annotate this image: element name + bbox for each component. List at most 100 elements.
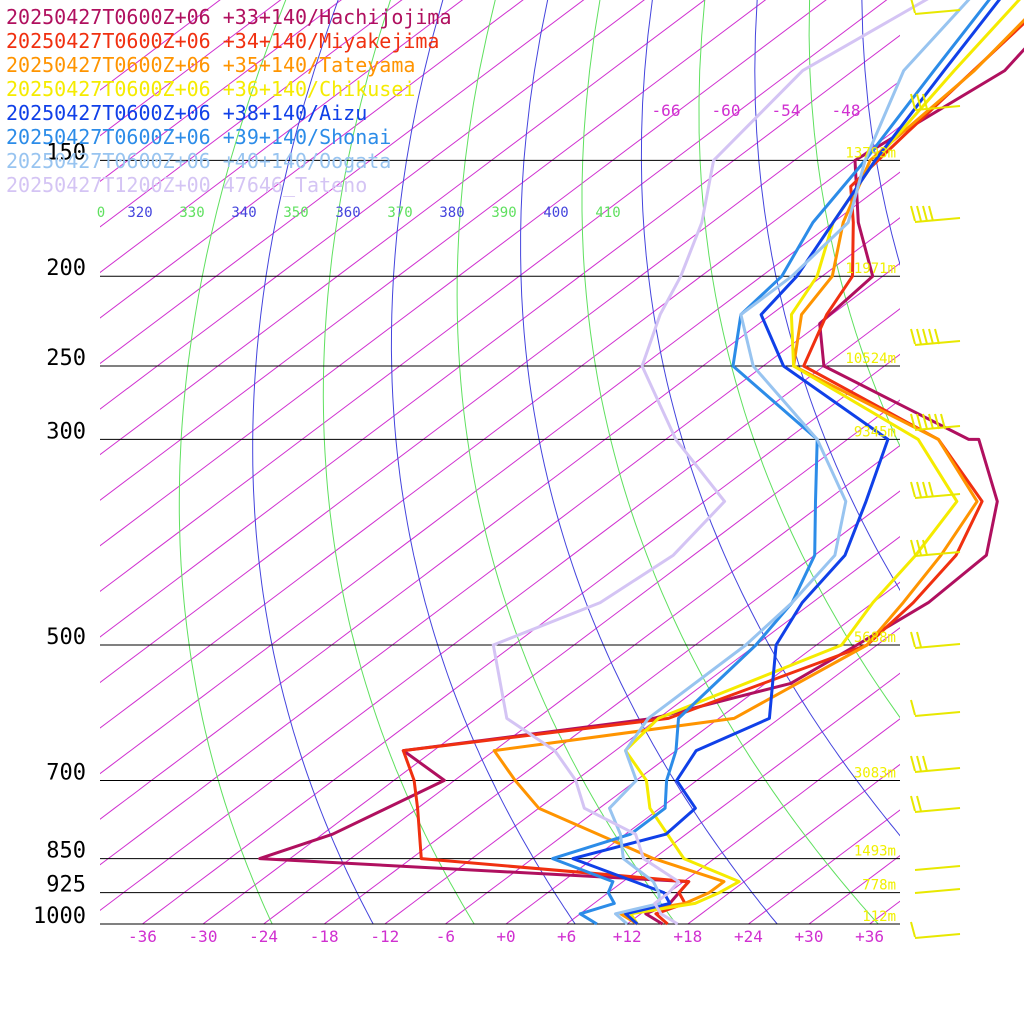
legend-entry: 20250427T0600Z+06 +39+140/Shonai <box>6 125 391 149</box>
wind-barb-flag <box>922 93 928 110</box>
wind-barb-flag <box>910 93 916 110</box>
dry-adiabat-line <box>322 0 475 924</box>
temperature-tick-label: -36 <box>128 927 157 946</box>
pressure-label: 300 <box>46 419 86 444</box>
dry-adiabat-line <box>861 0 900 267</box>
height-label: 11971m <box>845 261 896 277</box>
sounding-line <box>492 18 1024 926</box>
temperature-tick-label: -12 <box>370 927 399 946</box>
theta-label: 350 <box>283 205 308 221</box>
height-label: 3083m <box>854 765 896 781</box>
isotherm-line <box>687 763 900 924</box>
wind-barb-flag <box>910 921 916 938</box>
wind-barb <box>914 807 961 813</box>
wind-barb <box>914 340 961 346</box>
wind-barb <box>914 933 961 939</box>
isotherm-line <box>100 34 900 638</box>
wind-barb-flag <box>922 205 928 222</box>
wind-barb-flag <box>910 0 916 14</box>
wind-barb <box>914 551 961 557</box>
legend-entry: 20250427T0600Z+06 +35+140/Tateyama <box>6 53 415 77</box>
wind-barb-flag <box>910 755 916 772</box>
theta-label: 320 <box>127 205 152 221</box>
height-label: 5688m <box>854 630 896 646</box>
dry-adiabat-line <box>754 0 900 592</box>
sounding-profiles <box>258 0 1024 926</box>
wind-barb-flag <box>922 413 928 430</box>
pressure-label: 925 <box>46 873 86 898</box>
isotherm-line <box>991 0 1024 924</box>
pressure-label: 700 <box>46 760 86 785</box>
pressure-label: 850 <box>46 839 86 864</box>
dry-adiabat-line <box>390 0 576 924</box>
isotherm-line <box>100 0 767 501</box>
dry-adiabat-line <box>456 0 677 924</box>
theta-label: 370 <box>387 205 412 221</box>
pressure-label: 200 <box>46 256 86 281</box>
theta-label: 360 <box>335 205 360 221</box>
pressure-label: 100 <box>46 0 86 2</box>
wind-barb-flag <box>916 328 922 345</box>
isotherm-grid <box>100 0 1024 924</box>
sounding-line <box>624 0 1021 925</box>
isotherm-line <box>100 171 900 775</box>
isotherm-line <box>100 308 900 911</box>
theta-label: 0 <box>97 205 105 221</box>
legend-entry: 20250427T0600Z+06 +36+140/Chikusei <box>6 77 415 101</box>
isotherm-line <box>100 0 524 319</box>
height-label: 112m <box>862 909 896 925</box>
wind-barb-flag <box>916 413 922 430</box>
wind-barb-flag <box>916 481 922 498</box>
wind-barb <box>914 493 961 499</box>
wind-barb <box>914 105 961 111</box>
isotherm-line <box>100 0 827 547</box>
wind-barb-flag <box>910 413 916 430</box>
wind-barb-flag <box>916 631 922 648</box>
pressure-axis: 100 150 200 250 300 500 700 850 925 1000 <box>33 0 86 929</box>
isotherm-line <box>748 809 900 924</box>
wind-barb-flag <box>910 699 916 716</box>
dry-adiabat-grid <box>178 0 1024 924</box>
wind-barb <box>914 767 961 773</box>
pressure-label: 250 <box>46 346 86 371</box>
temperature-tick-label: -24 <box>249 927 278 946</box>
isotherm-line <box>202 399 900 924</box>
wind-barb-flag <box>928 328 934 345</box>
wind-barb-flag <box>916 205 922 222</box>
legend-entry: 20250427T0600Z+06 +38+140/Aizu <box>6 101 367 125</box>
wind-barb <box>914 865 961 871</box>
dry-adiabat-line <box>1012 0 1024 924</box>
legend-entry: 20250427T0600Z+06 +40+140/Oogata <box>6 149 391 173</box>
wind-barb <box>914 217 961 223</box>
dry-adiabat-line <box>581 0 879 924</box>
theta-labels: 0 320 330 340 350 360 370 380 390 400 410 <box>97 205 621 221</box>
dry-adiabat-line <box>178 0 287 924</box>
isotherm-line <box>100 80 900 684</box>
wind-barb-flag <box>934 413 940 430</box>
isotherm-line <box>930 0 1024 924</box>
wind-barb-flag <box>910 205 916 222</box>
theta-label: 330 <box>179 205 204 221</box>
wind-barb-flag <box>910 795 916 812</box>
temperature-tick-label: +6 <box>557 927 576 946</box>
wind-barb <box>914 643 961 649</box>
dry-adiabat-line <box>640 0 900 837</box>
wind-barb-flag <box>928 413 934 430</box>
temperature-tick-label: -18 <box>310 927 339 946</box>
wind-barb-flag <box>928 481 934 498</box>
isobar-grid <box>100 159 900 925</box>
legend: 20250427T0600Z+06 +33+140/Hachijojima202… <box>6 5 452 197</box>
dry-adiabat-line <box>808 0 900 448</box>
wind-barb-flag <box>910 481 916 498</box>
dry-adiabat-line <box>698 0 900 719</box>
dry-adiabat-line <box>520 0 778 924</box>
temperature-axis: -36 -30 -24 -18 -12 -6 +0 +6 +12 +18 +24 +30 +36 <box>128 927 884 946</box>
temperature-tick-label: +36 <box>855 927 884 946</box>
wind-barb-flag <box>916 539 922 556</box>
wind-barb-flag <box>940 413 946 430</box>
wind-barb-flag <box>922 539 928 556</box>
wind-barb-column <box>910 0 961 939</box>
temperature-tick-label: +30 <box>795 927 824 946</box>
isotherm-label: -54 <box>772 101 801 120</box>
